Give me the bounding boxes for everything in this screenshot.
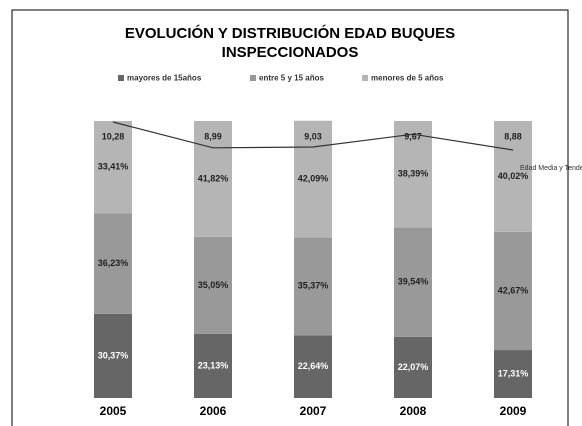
data-label: 42,67% [498, 285, 529, 295]
line-label: 8,99 [204, 131, 222, 141]
data-label: 17,31% [498, 368, 529, 378]
data-label: 40,02% [498, 171, 529, 181]
x-tick-label: 2009 [500, 404, 527, 418]
data-label: 30,37% [98, 350, 129, 360]
bar-segment [194, 333, 232, 398]
data-label: 23,13% [198, 360, 229, 370]
data-label: 38,39% [398, 169, 429, 179]
data-label: 39,54% [398, 276, 429, 286]
legend-label: mayores de 15años [127, 74, 202, 83]
bar-segment [94, 213, 132, 314]
legend-label: entre 5 y 15 años [259, 74, 324, 83]
data-label: 41,82% [198, 173, 229, 183]
data-label: 33,41% [98, 162, 129, 172]
line-label: 8,88 [504, 131, 522, 141]
line-label: 9,03 [304, 131, 322, 141]
x-tick-label: 2006 [200, 404, 227, 418]
legend-swatch [362, 75, 368, 81]
bar-segment [94, 313, 132, 398]
data-label: 42,09% [298, 173, 329, 183]
bar-segment [194, 236, 232, 334]
bar-segment [394, 336, 432, 398]
x-tick-label: 2007 [300, 404, 327, 418]
line-label: 9,67 [404, 131, 422, 141]
line-name: Edad Media y Tendencia [520, 165, 582, 172]
bar-segment [294, 237, 332, 336]
x-tick-label: 2008 [400, 404, 427, 418]
bar-segment [494, 350, 532, 398]
legend-label: menores de 5 años [371, 74, 444, 83]
legend-swatch [118, 75, 124, 81]
data-label: 36,23% [98, 258, 129, 268]
bar-segment [194, 121, 232, 237]
bar-segment [394, 227, 432, 337]
bar-segment [394, 121, 432, 228]
x-tick-label: 2005 [100, 404, 127, 418]
bar-segment [494, 121, 532, 232]
legend-swatch [250, 75, 256, 81]
line-label: 10,28 [102, 131, 125, 141]
bar-segment [294, 335, 332, 398]
chart-title: EVOLUCIÓN Y DISTRIBUCIÓN EDAD BUQUES [125, 24, 455, 42]
trend-line [112, 121, 514, 151]
data-label: 22,64% [298, 361, 329, 371]
data-label: 22,07% [398, 362, 429, 372]
data-label: 35,37% [298, 281, 329, 291]
chart-title: INSPECCIONADOS [222, 44, 359, 61]
bar-segment [294, 120, 332, 238]
bar-segment [494, 231, 532, 351]
data-label: 35,05% [198, 280, 229, 290]
bar-segment [94, 120, 132, 214]
